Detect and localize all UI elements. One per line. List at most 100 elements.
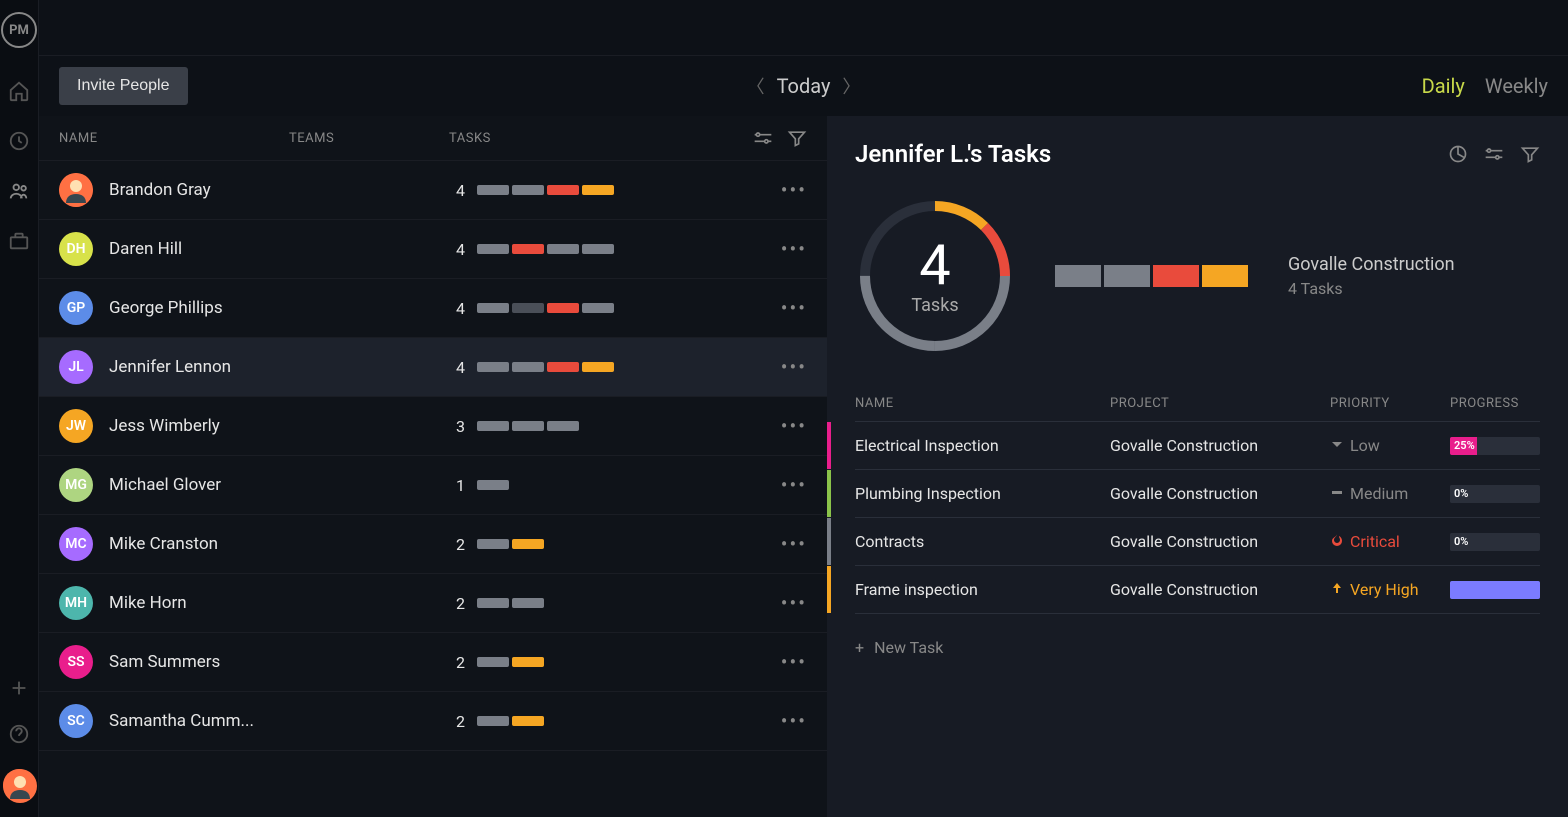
task-name: Frame inspection	[855, 580, 1110, 599]
avatar: DH	[59, 232, 93, 266]
more-icon[interactable]: •••	[781, 650, 807, 674]
filter-icon[interactable]	[1520, 144, 1540, 164]
filter-icon[interactable]	[787, 128, 807, 148]
detail-title-row: Jennifer L.'s Tasks	[855, 140, 1540, 168]
help-icon[interactable]	[8, 723, 30, 745]
more-icon[interactable]: •••	[781, 532, 807, 556]
task-count: 2	[449, 535, 465, 554]
task-name: Electrical Inspection	[855, 436, 1110, 455]
task-row[interactable]: Frame inspection Govalle Construction Ve…	[855, 566, 1540, 614]
priority-label: Medium	[1350, 484, 1408, 503]
people-panel: NAME TEAMS TASKS Brandon Gray4•••DHDaren…	[39, 116, 827, 817]
more-icon[interactable]: •••	[781, 473, 807, 497]
date-label: Today	[777, 74, 831, 98]
avatar: MC	[59, 527, 93, 561]
task-list: Electrical Inspection Govalle Constructi…	[855, 422, 1540, 614]
task-progress: 0%	[1450, 533, 1540, 551]
priority-icon	[1330, 532, 1344, 551]
more-icon[interactable]: •••	[781, 591, 807, 615]
task-bars	[477, 362, 614, 372]
column-name: NAME	[59, 131, 289, 146]
person-row[interactable]: MC Mike Cranston 2 •••	[39, 515, 827, 574]
clock-icon[interactable]	[8, 130, 30, 152]
plus-icon[interactable]	[8, 677, 30, 699]
plus-icon: +	[855, 638, 864, 657]
avatar: JL	[59, 350, 93, 384]
person-row[interactable]: SSSam Summers2•••	[39, 633, 827, 692]
task-bars	[477, 657, 544, 667]
task-row[interactable]: Contracts Govalle Construction Critical …	[855, 518, 1540, 566]
home-icon[interactable]	[8, 80, 30, 102]
task-row[interactable]: Electrical Inspection Govalle Constructi…	[855, 422, 1540, 470]
task-priority: Low	[1330, 436, 1450, 455]
priority-icon	[1330, 580, 1344, 599]
person-row[interactable]: Brandon Gray4•••	[39, 161, 827, 220]
task-count: 4	[449, 181, 465, 200]
more-icon[interactable]: •••	[781, 296, 807, 320]
new-task-button[interactable]: + New Task	[855, 638, 1540, 657]
daily-view-tab[interactable]: Daily	[1422, 74, 1465, 98]
task-name: Plumbing Inspection	[855, 484, 1110, 503]
task-col-priority: PRIORITY	[1330, 396, 1450, 411]
next-day-icon[interactable]: 〉	[842, 73, 860, 99]
people-icon[interactable]	[8, 180, 30, 202]
person-row[interactable]: GPGeorge Phillips4•••	[39, 279, 827, 338]
settings-icon[interactable]	[1484, 144, 1504, 164]
task-detail-panel: Jennifer L.'s Tasks 4 Tasks	[827, 116, 1568, 817]
task-count: 2	[449, 712, 465, 731]
person-name: Samantha Cumm...	[109, 711, 289, 731]
task-project: Govalle Construction	[1110, 532, 1330, 551]
settings-icon[interactable]	[753, 128, 773, 148]
summary-task-count: 4 Tasks	[1288, 279, 1455, 298]
weekly-view-tab[interactable]: Weekly	[1485, 74, 1548, 98]
priority-label: Very High	[1350, 580, 1419, 599]
task-priority: Medium	[1330, 484, 1450, 503]
task-row[interactable]: Plumbing Inspection Govalle Construction…	[855, 470, 1540, 518]
more-icon[interactable]: •••	[781, 414, 807, 438]
avatar: SC	[59, 704, 93, 738]
ring-count: 4	[919, 237, 950, 293]
task-count: 4	[449, 240, 465, 259]
topbar	[39, 0, 1568, 56]
more-icon[interactable]: •••	[781, 178, 807, 202]
person-name: Mike Cranston	[109, 534, 289, 554]
person-row[interactable]: SC Samantha Cumm... 2 •••	[39, 692, 827, 751]
task-count: 4	[449, 299, 465, 318]
person-row[interactable]: DHDaren Hill4•••	[39, 220, 827, 279]
task-count: 2	[449, 653, 465, 672]
person-row[interactable]: JLJennifer Lennon4•••	[39, 338, 827, 397]
person-row[interactable]: MGMichael Glover1•••	[39, 456, 827, 515]
user-avatar[interactable]	[3, 769, 35, 801]
person-name: Jennifer Lennon	[109, 357, 289, 377]
task-ring-chart: 4 Tasks	[855, 196, 1015, 356]
task-progress	[1450, 581, 1540, 599]
more-icon[interactable]: •••	[781, 355, 807, 379]
task-project: Govalle Construction	[1110, 436, 1330, 455]
task-bars	[477, 185, 614, 195]
avatar: MH	[59, 586, 93, 620]
invite-people-button[interactable]: Invite People	[59, 67, 188, 105]
more-icon[interactable]: •••	[781, 709, 807, 733]
person-row[interactable]: MHMike Horn2•••	[39, 574, 827, 633]
task-count: 1	[449, 476, 465, 495]
avatar: JW	[59, 409, 93, 443]
task-count: 2	[449, 594, 465, 613]
more-icon[interactable]: •••	[781, 237, 807, 261]
header: Invite People 〈 Today 〉 Daily Weekly	[39, 56, 1568, 116]
task-col-progress: PROGRESS	[1450, 396, 1540, 411]
priority-label: Low	[1350, 436, 1380, 455]
task-count: 3	[449, 417, 465, 436]
task-priority: Critical	[1330, 532, 1450, 551]
task-bars	[477, 303, 614, 313]
avatar	[59, 173, 93, 207]
person-row[interactable]: JWJess Wimberly3•••	[39, 397, 827, 456]
task-progress: 25%	[1450, 437, 1540, 455]
briefcase-icon[interactable]	[8, 230, 30, 252]
task-bars	[477, 539, 544, 549]
task-priority: Very High	[1330, 580, 1450, 599]
chart-icon[interactable]	[1448, 144, 1468, 164]
summary-project: Govalle Construction	[1288, 254, 1455, 275]
app-logo[interactable]: PM	[1, 12, 37, 48]
task-bars	[477, 480, 509, 490]
prev-day-icon[interactable]: 〈	[747, 73, 765, 99]
